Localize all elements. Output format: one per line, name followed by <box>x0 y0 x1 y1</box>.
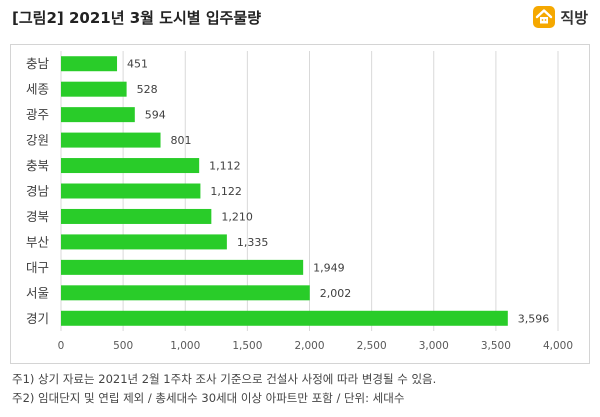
bar-1 <box>61 81 127 97</box>
bar-9 <box>61 285 310 301</box>
header: [그림2] 2021년 3월 도시별 입주물량 직방 <box>0 0 600 36</box>
brand-logo: 직방 <box>532 5 588 29</box>
bar-8 <box>61 259 304 275</box>
bar-0 <box>61 56 118 72</box>
value-label-9: 2,002 <box>320 287 352 300</box>
category-label-8: 대구 <box>26 260 49 275</box>
value-label-6: 1,210 <box>221 210 253 223</box>
value-label-1: 528 <box>137 83 158 96</box>
footnotes: 주1) 상기 자료는 2021년 2월 1주차 조사 기준으로 건설사 사정에 … <box>12 370 598 408</box>
bar-2 <box>61 107 135 123</box>
x-tick-label-7: 3,500 <box>481 340 511 352</box>
value-label-3: 801 <box>171 134 192 147</box>
category-label-4: 충북 <box>26 158 49 173</box>
value-label-0: 451 <box>127 58 148 71</box>
house-icon <box>533 6 556 28</box>
x-tick-label-8: 4,000 <box>543 340 573 352</box>
bar-4 <box>61 158 200 174</box>
chart-frame: 0 500 1,000 1,500 2,000 2,500 3,000 3,500 4,000 충… <box>10 44 590 364</box>
category-label-5: 경남 <box>26 184 50 199</box>
value-label-2: 594 <box>145 109 166 122</box>
x-tick-label-0: 0 <box>58 340 65 352</box>
bar-6 <box>61 208 212 224</box>
category-label-6: 경북 <box>26 209 49 224</box>
brand-name: 직방 <box>560 8 588 27</box>
category-label-2: 광주 <box>26 107 49 122</box>
category-label-0: 충남 <box>26 56 50 71</box>
category-label-7: 부산 <box>26 234 50 249</box>
x-tick-label-1: 500 <box>113 340 133 352</box>
category-label-3: 강원 <box>26 133 49 148</box>
bar-3 <box>61 132 161 148</box>
x-tick-label-2: 1,000 <box>170 340 200 352</box>
footnote-1: 주1) 상기 자료는 2021년 2월 1주차 조사 기준으로 건설사 사정에 … <box>12 372 437 386</box>
chart-title: [그림2] 2021년 3월 도시별 입주물량 <box>12 9 262 27</box>
x-tick-label-4: 2,000 <box>294 340 324 352</box>
value-label-7: 1,335 <box>237 236 269 249</box>
x-tick-label-6: 3,000 <box>419 340 449 352</box>
bar-7 <box>61 234 227 250</box>
footnote-2: 주2) 임대단지 및 연립 제외 / 총세대수 30세대 이상 아파트만 포함 … <box>12 391 405 405</box>
x-tick-label-3: 1,500 <box>232 340 262 352</box>
bar-10 <box>61 310 508 326</box>
category-label-10: 경기 <box>26 311 49 326</box>
value-label-8: 1,949 <box>313 261 345 274</box>
bar-5 <box>61 183 201 199</box>
value-label-4: 1,112 <box>209 160 241 173</box>
category-label-9: 서울 <box>26 285 49 300</box>
bar-chart: 0 500 1,000 1,500 2,000 2,500 3,000 3,500 4,000 충… <box>26 51 573 352</box>
x-tick-label-5: 2,500 <box>357 340 387 352</box>
value-label-5: 1,122 <box>210 185 242 198</box>
value-label-10: 3,596 <box>518 312 550 325</box>
category-label-1: 세종 <box>26 82 49 97</box>
